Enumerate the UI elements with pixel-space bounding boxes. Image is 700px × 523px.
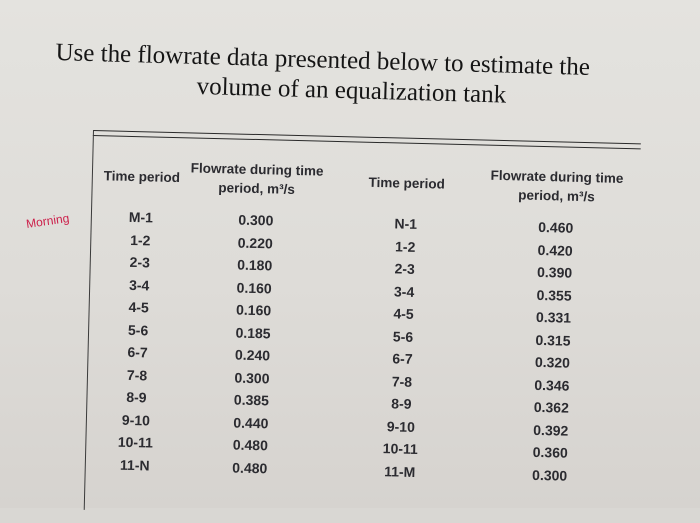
flowrate-table: Time period Flowrate during time period,… [95,145,633,488]
cell-time-period-1: M-1 [128,209,154,226]
cell-time-period-1: 6-7 [127,344,148,361]
cell-time-period-1: 4-5 [128,299,149,316]
cell-time-period-1: 9-10 [121,411,151,429]
table-left-border [83,130,94,510]
cell-time-period-2: 11-M [383,462,416,480]
header-time-period-1: Time period [103,167,181,185]
cell-time-period-1: 8-9 [126,389,147,406]
cell-time-period-1: 2-3 [129,254,151,271]
cell-time-period-1: 10-11 [117,433,154,451]
flowrate-table-container: Time period Flowrate during time period,… [83,130,641,523]
textbook-page: Use the flowrate data presented below to… [0,0,700,510]
cell-flowrate-2: 0.300 [531,466,568,484]
header-time-period-2: Time period [368,174,446,192]
cell-time-period-1: 11-N [119,456,150,474]
cell-time-period-1: 7-8 [126,366,148,384]
handwritten-note-morning: Morning [25,211,71,231]
table-body: M-1 0.300 N-1 0.460 1-2 0.220 1-2 0.420 2-3 0.180… [95,205,631,488]
cell-flowrate-1: 0.480 [232,459,268,477]
header-flowrate-2: Flowrate during time period, m³/s [490,167,624,205]
problem-statement: Use the flowrate data presented below to… [54,38,695,116]
cell-time-period-1: 3-4 [128,276,150,294]
header-flowrate-1: Flowrate during time period, m³/s [190,160,324,197]
cell-time-period-1: 1-2 [130,231,151,249]
cell-time-period-1: 5-6 [127,321,149,339]
